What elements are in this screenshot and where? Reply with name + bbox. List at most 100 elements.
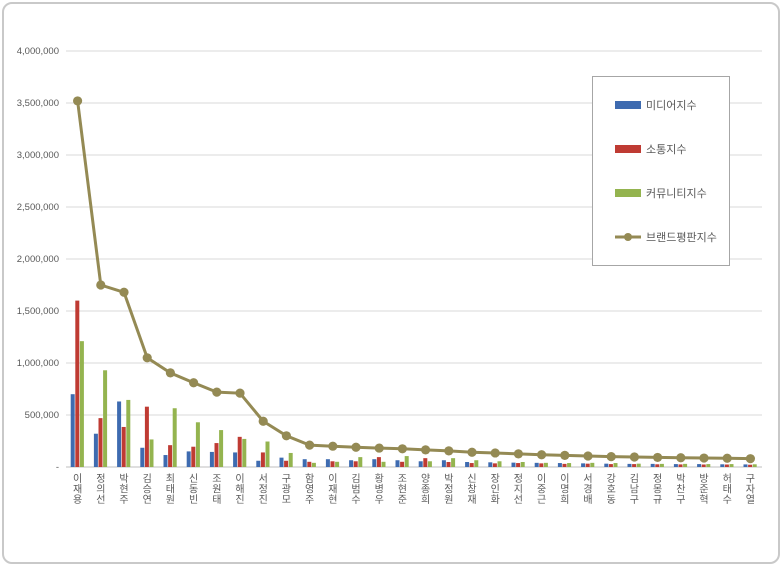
bar-미디어지수 (604, 463, 609, 467)
bar-미디어지수 (256, 460, 261, 467)
line-marker (142, 353, 152, 363)
line-marker (745, 454, 756, 464)
line-marker (467, 447, 477, 457)
y-axis-tick-label: 1,000,000 (17, 358, 59, 369)
legend-item-media: 미디어지수 (615, 97, 729, 113)
bar-미디어지수 (511, 462, 516, 467)
line-marker (258, 416, 268, 426)
bar-커뮤니티지수 (590, 462, 595, 467)
bar-소통지수 (748, 464, 753, 467)
bar-미디어지수 (581, 463, 586, 467)
line-marker (676, 453, 686, 463)
bar-소통지수 (307, 461, 312, 467)
bar-커뮤니티지수 (659, 463, 664, 467)
chart-legend: 미디어지수 소통지수 커뮤니티지수 브랜드평판지수 (592, 76, 730, 266)
bar-커뮤니티지수 (520, 462, 525, 467)
bar-커뮤니티지수 (752, 464, 757, 467)
line-marker (328, 441, 338, 451)
bar-소통지수 (701, 464, 706, 467)
bar-미디어지수 (163, 455, 168, 467)
bar-소통지수 (260, 452, 265, 467)
bar-소통지수 (75, 300, 80, 467)
bar-커뮤니티지수 (79, 341, 84, 467)
bar-소통지수 (144, 406, 149, 467)
y-axis-tick-label: 500,000 (25, 410, 59, 421)
line-marker (421, 445, 431, 455)
line-marker (722, 453, 732, 463)
line-marker (212, 387, 222, 397)
bar-미디어지수 (627, 463, 632, 467)
bar-미디어지수 (743, 464, 748, 467)
bar-소통지수 (492, 463, 497, 467)
bar-소통지수 (214, 443, 219, 467)
bar-미디어지수 (395, 460, 400, 467)
y-axis-tick-label: - (56, 462, 59, 473)
bar-미디어지수 (673, 464, 678, 467)
bar-미디어지수 (140, 447, 145, 467)
bar-커뮤니티지수 (288, 452, 293, 467)
community-series-swatch-icon (615, 189, 641, 197)
line-marker (119, 287, 129, 297)
bar-소통지수 (678, 464, 683, 467)
bar-소통지수 (284, 460, 289, 467)
bar-소통지수 (400, 461, 405, 467)
bar-소통지수 (353, 461, 358, 467)
bar-미디어지수 (302, 459, 307, 467)
bar-소통지수 (423, 458, 428, 467)
bar-소통지수 (608, 464, 613, 467)
bar-미디어지수 (93, 433, 98, 467)
bar-미디어지수 (650, 463, 655, 467)
bar-소통지수 (237, 436, 242, 467)
line-marker (490, 448, 500, 458)
bar-커뮤니티지수 (497, 461, 502, 467)
y-axis-tick-label: 3,000,000 (17, 150, 59, 161)
bar-미디어지수 (465, 462, 470, 467)
bar-소통지수 (655, 464, 660, 467)
media-series-swatch-icon (615, 101, 641, 109)
bar-미디어지수 (534, 462, 539, 467)
bar-미디어지수 (441, 460, 446, 467)
bar-커뮤니티지수 (381, 461, 386, 467)
bar-미디어지수 (233, 452, 238, 467)
bar-커뮤니티지수 (474, 460, 479, 467)
bar-소통지수 (191, 446, 196, 467)
legend-label-community: 커뮤니티지수 (646, 188, 707, 200)
line-marker (606, 452, 616, 462)
y-axis-tick-label: 3,500,000 (17, 98, 59, 109)
bar-소통지수 (168, 445, 173, 467)
bar-커뮤니티지수 (311, 462, 316, 467)
bar-소통지수 (562, 463, 567, 467)
bar-미디어지수 (557, 463, 562, 467)
bar-커뮤니티지수 (613, 463, 618, 467)
line-marker (629, 452, 640, 462)
bar-커뮤니티지수 (219, 430, 224, 467)
bar-커뮤니티지수 (172, 408, 177, 467)
line-marker (73, 96, 83, 106)
communication-series-swatch-icon (615, 145, 641, 153)
line-marker (513, 449, 523, 459)
bar-커뮤니티지수 (358, 457, 363, 467)
bar-미디어지수 (488, 462, 493, 467)
bar-미디어지수 (418, 461, 423, 467)
line-marker (374, 443, 384, 453)
line-marker (583, 451, 593, 461)
bar-소통지수 (330, 461, 335, 467)
legend-item-brand-reputation: 브랜드평판지수 (615, 229, 729, 245)
